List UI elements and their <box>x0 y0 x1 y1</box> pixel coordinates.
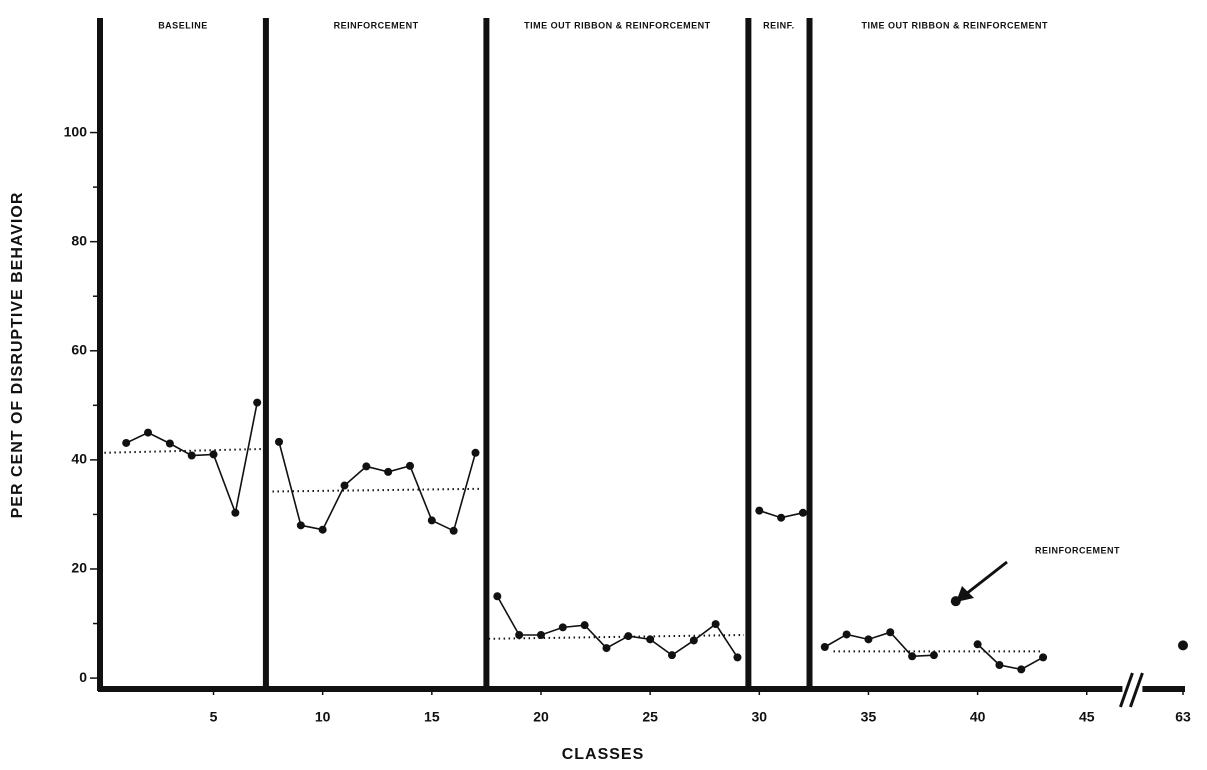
x-tick-label: 45 <box>1079 709 1095 725</box>
x-tick-label: 25 <box>642 709 658 725</box>
y-tick-label: 100 <box>64 123 88 139</box>
y-tick-label: 40 <box>71 451 87 467</box>
data-point <box>209 450 218 459</box>
data-point <box>580 621 589 630</box>
data-point <box>624 632 633 641</box>
phase-label: TIME OUT RIBBON & REINFORCEMENT <box>524 20 711 30</box>
trend-line <box>272 487 483 493</box>
y-tick-label: 80 <box>71 232 87 248</box>
data-point <box>449 526 458 535</box>
x-tick-label: 30 <box>752 709 768 725</box>
data-point <box>296 521 305 530</box>
data-point <box>536 630 545 639</box>
data-line <box>278 441 477 532</box>
x-axis-label: CLASSES <box>562 746 645 763</box>
data-point <box>493 592 502 601</box>
x-tick-label: 10 <box>315 709 331 725</box>
data-point <box>689 636 698 645</box>
data-line <box>824 631 934 658</box>
data-point <box>973 640 982 649</box>
data-point <box>558 623 567 632</box>
data-point <box>427 516 436 525</box>
annotation-arrow <box>956 560 1008 602</box>
data-point <box>950 596 961 607</box>
data-point <box>275 437 284 446</box>
data-point <box>165 439 174 448</box>
x-tick-label: 15 <box>424 709 440 725</box>
data-point <box>733 653 742 662</box>
phase-label: REINF. <box>763 20 795 30</box>
data-point <box>231 508 240 517</box>
data-point <box>929 651 938 660</box>
y-axis-label: PER CENT OF DISRUPTIVE BEHAVIOR <box>9 192 26 519</box>
data-point <box>820 642 829 651</box>
data-point <box>646 635 655 644</box>
x-tick-label: 20 <box>533 709 549 725</box>
data-point <box>864 635 873 644</box>
y-tick-label: 20 <box>71 560 87 576</box>
data-point <box>842 630 851 639</box>
data-point <box>667 651 676 660</box>
data-point <box>362 462 371 471</box>
x-tick-label: 63 <box>1175 709 1191 725</box>
data-point <box>995 660 1004 669</box>
x-tick-label: 35 <box>861 709 877 725</box>
data-point <box>340 481 349 490</box>
data-point <box>384 467 393 476</box>
data-point <box>602 644 611 653</box>
phase-label: REINFORCEMENT <box>334 20 419 30</box>
axis-break <box>1129 672 1144 708</box>
data-point <box>515 630 524 639</box>
data-point <box>755 506 764 515</box>
y-tick-label: 60 <box>71 341 87 357</box>
data-point <box>798 508 807 517</box>
annotation: REINFORCEMENT <box>1035 545 1120 555</box>
data-point <box>777 513 786 522</box>
y-tick-label: 0 <box>79 669 87 685</box>
data-point <box>471 448 480 457</box>
data-point <box>122 438 131 447</box>
data-point <box>1178 640 1188 651</box>
data-point <box>318 525 327 534</box>
data-point <box>144 428 153 437</box>
data-point <box>1017 665 1026 674</box>
data-point <box>253 398 262 407</box>
data-point <box>908 652 917 661</box>
data-point <box>187 451 196 460</box>
phase-label: TIME OUT RIBBON & REINFORCEMENT <box>862 20 1049 30</box>
data-point <box>406 461 414 470</box>
data-line <box>977 643 1044 671</box>
data-point <box>886 628 895 637</box>
data-line <box>496 595 739 658</box>
data-point <box>1039 653 1048 662</box>
phase-label: BASELINE <box>158 20 208 30</box>
axis-break <box>1119 672 1134 708</box>
x-tick-label: 5 <box>210 709 218 725</box>
data-point <box>711 620 720 629</box>
x-tick-label: 40 <box>970 709 986 725</box>
